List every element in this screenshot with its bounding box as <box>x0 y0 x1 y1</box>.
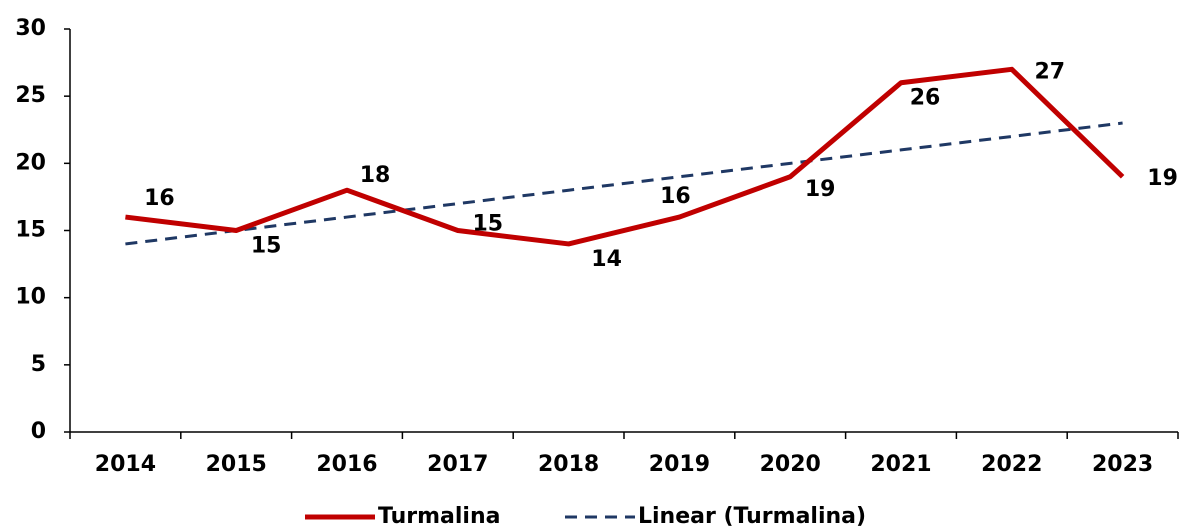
x-tick-label: 2022 <box>981 452 1042 477</box>
data-label: 19 <box>1147 166 1178 191</box>
data-label: 26 <box>910 86 941 111</box>
x-tick-label: 2015 <box>206 452 267 477</box>
y-tick-label: 15 <box>15 218 46 243</box>
y-tick-label: 10 <box>15 285 46 310</box>
y-tick-label: 0 <box>31 419 46 444</box>
data-label: 27 <box>1034 59 1065 84</box>
x-tick-label: 2019 <box>649 452 710 477</box>
x-tick-label: 2021 <box>870 452 931 477</box>
y-tick-label: 20 <box>15 150 46 175</box>
data-label: 18 <box>360 163 391 188</box>
data-label: 16 <box>660 184 691 209</box>
x-tick-label: 2020 <box>760 452 821 477</box>
legend-label: Turmalina <box>378 504 500 529</box>
y-tick-label: 5 <box>31 352 46 377</box>
data-label: 15 <box>472 212 503 237</box>
line <box>125 66 1125 247</box>
x-tick-label: 2023 <box>1092 452 1153 477</box>
data-label: 15 <box>251 234 282 259</box>
x-tick-label: 2016 <box>316 452 377 477</box>
x-tick-label: 2017 <box>427 452 488 477</box>
trend-line <box>125 121 1123 246</box>
y-tick-label: 30 <box>15 16 46 41</box>
x-tick-label: 2014 <box>95 452 156 477</box>
x-tick-label: 2018 <box>538 452 599 477</box>
data-label: 19 <box>805 177 836 202</box>
data-label: 16 <box>144 186 175 211</box>
y-tick-label: 25 <box>15 83 46 108</box>
legend-label: Linear (Turmalina) <box>638 504 866 529</box>
data-label: 14 <box>591 247 622 272</box>
